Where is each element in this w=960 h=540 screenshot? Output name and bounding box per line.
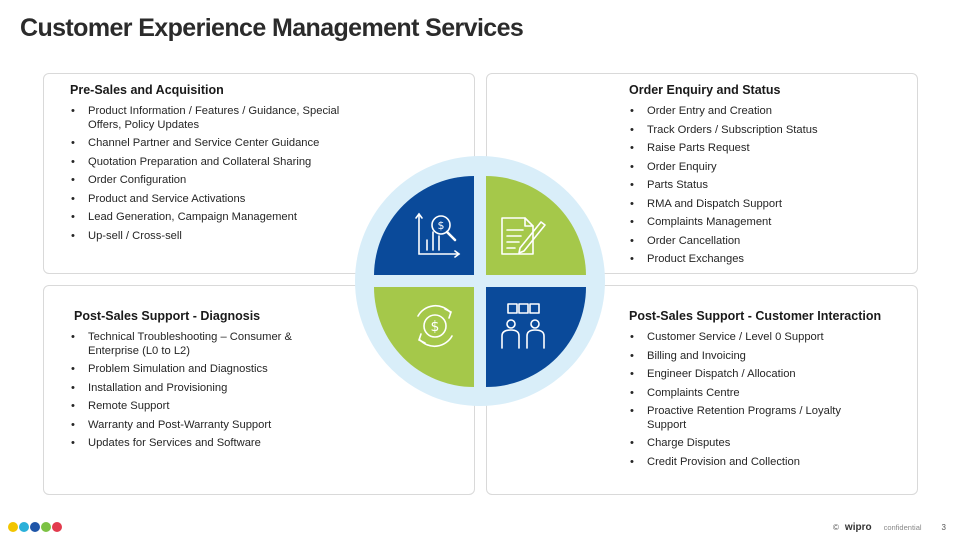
dot-cyan xyxy=(19,522,29,532)
card-list: Technical Troubleshooting – Consumer & E… xyxy=(70,331,320,456)
chart-magnifier-dollar-icon: $ xyxy=(415,212,461,258)
card-heading: Order Enquiry and Status xyxy=(629,83,781,97)
list-item: Product and Service Activations xyxy=(70,193,370,207)
list-item: Track Orders / Subscription Status xyxy=(629,124,899,138)
list-item: Technical Troubleshooting – Consumer & E… xyxy=(70,331,320,358)
card-list: Product Information / Features / Guidanc… xyxy=(70,105,370,248)
list-item: Raise Parts Request xyxy=(629,142,899,156)
dot-yellow xyxy=(8,522,18,532)
list-item: Credit Provision and Collection xyxy=(629,456,879,470)
dot-blue xyxy=(30,522,40,532)
list-item: Updates for Services and Software xyxy=(70,437,320,451)
list-item: Product Information / Features / Guidanc… xyxy=(70,105,370,132)
list-item: Product Exchanges xyxy=(629,253,899,267)
list-item: Quotation Preparation and Collateral Sha… xyxy=(70,156,370,170)
dot-red xyxy=(52,522,62,532)
list-item: Channel Partner and Service Center Guida… xyxy=(70,137,370,151)
list-item: Complaints Management xyxy=(629,216,899,230)
page-title: Customer Experience Management Services xyxy=(20,14,524,42)
list-item: Lead Generation, Campaign Management xyxy=(70,211,370,225)
page-number: 3 xyxy=(941,523,946,532)
people-puzzle-icon xyxy=(501,303,545,349)
card-list: Order Entry and Creation Track Orders / S… xyxy=(629,105,899,272)
list-item: Customer Service / Level 0 Support xyxy=(629,331,879,345)
list-item: Billing and Invoicing xyxy=(629,350,879,364)
document-pen-icon xyxy=(501,217,546,255)
wheel-ring xyxy=(355,156,605,406)
list-item: Engineer Dispatch / Allocation xyxy=(629,368,879,382)
svg-text:$: $ xyxy=(438,219,445,232)
list-item: Remote Support xyxy=(70,400,320,414)
list-item: Charge Disputes xyxy=(629,437,879,451)
list-item: Problem Simulation and Diagnostics xyxy=(70,363,320,377)
dot-green xyxy=(41,522,51,532)
quadrant-top-left xyxy=(374,176,474,275)
quadrant-top-right xyxy=(486,176,586,275)
footer: © wipro confidential 3 xyxy=(833,522,946,533)
brand-dots xyxy=(8,522,62,532)
dollar-cycle-icon: $ xyxy=(417,304,453,348)
copyright-symbol: © xyxy=(833,523,839,532)
svg-text:$: $ xyxy=(431,319,440,335)
quadrant-bottom-right xyxy=(486,287,586,387)
card-heading: Post-Sales Support - Customer Interactio… xyxy=(629,309,882,323)
list-item: Proactive Retention Programs / Loyalty S… xyxy=(629,405,879,432)
list-item: Order Enquiry xyxy=(629,161,899,175)
card-heading: Pre-Sales and Acquisition xyxy=(70,83,224,97)
list-item: Order Entry and Creation xyxy=(629,105,899,119)
wipro-logo: wipro xyxy=(844,522,872,533)
list-item: Complaints Centre xyxy=(629,387,879,401)
card-list: Customer Service / Level 0 Support Billin… xyxy=(629,331,879,474)
list-item: RMA and Dispatch Support xyxy=(629,198,899,212)
quadrant-wheel: $ $ xyxy=(355,156,605,406)
list-item: Parts Status xyxy=(629,179,899,193)
list-item: Order Configuration xyxy=(70,174,370,188)
card-heading: Post-Sales Support - Diagnosis xyxy=(74,309,261,323)
confidential-label: confidential xyxy=(883,523,922,532)
quadrant-bottom-left xyxy=(374,287,474,387)
card-pre-sales: Pre-Sales and Acquisition Product Inform… xyxy=(43,73,475,274)
card-order-enquiry: Order Enquiry and Status Order Entry and… xyxy=(486,73,918,274)
list-item: Warranty and Post-Warranty Support xyxy=(70,419,320,433)
list-item: Up-sell / Cross-sell xyxy=(70,230,370,244)
list-item: Order Cancellation xyxy=(629,235,899,249)
list-item: Installation and Provisioning xyxy=(70,382,320,396)
